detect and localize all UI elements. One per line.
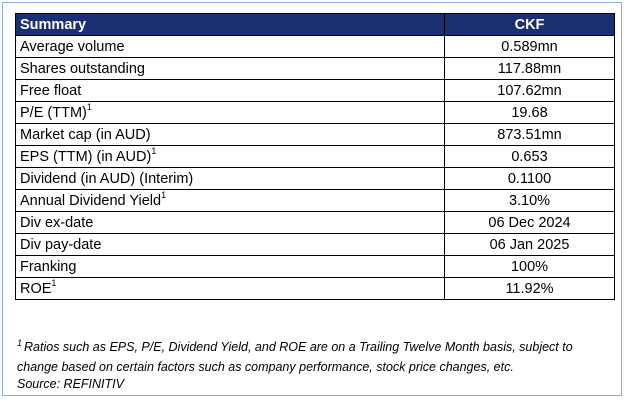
row-label-text: Market cap (in AUD): [20, 126, 151, 143]
row-footnote-mark: 1: [86, 101, 92, 112]
row-value: 0.1100: [444, 167, 615, 190]
row-label: Franking: [15, 255, 445, 278]
summary-panel: Summary CKF Average volume 0.589mn Share…: [2, 2, 622, 396]
row-label: Div ex-date: [15, 211, 445, 234]
table-row: Div pay-date 06 Jan 2025: [15, 233, 615, 256]
table-row: EPS (TTM) (in AUD)1 0.653: [15, 145, 615, 168]
row-value: 06 Dec 2024: [444, 211, 615, 234]
row-label: Average volume: [15, 35, 445, 58]
row-label-text: Annual Dividend Yield: [20, 192, 162, 209]
row-value: 0.653: [444, 145, 615, 168]
row-label: P/E (TTM)1: [15, 101, 445, 124]
footnote: 1 Ratios such as EPS, P/E, Dividend Yield…: [17, 333, 617, 377]
row-value: 873.51mn: [444, 123, 615, 146]
row-label-text: Dividend (in AUD) (Interim): [20, 170, 194, 187]
summary-table: Summary CKF Average volume 0.589mn Share…: [15, 13, 615, 300]
row-value: 117.88mn: [444, 57, 615, 80]
row-value: 06 Jan 2025: [444, 233, 615, 256]
row-label: Market cap (in AUD): [15, 123, 445, 146]
row-footnote-mark: 1: [51, 277, 57, 288]
row-value: 0.589mn: [444, 35, 615, 58]
row-label-text: Shares outstanding: [20, 60, 145, 77]
row-label: EPS (TTM) (in AUD)1: [15, 145, 445, 168]
row-footnote-mark: 1: [151, 145, 157, 156]
table-row: Franking 100%: [15, 255, 615, 278]
table-row: Annual Dividend Yield1 3.10%: [15, 189, 615, 212]
row-label-text: EPS (TTM) (in AUD): [20, 148, 152, 165]
row-label-text: Free float: [20, 82, 82, 99]
row-label: Shares outstanding: [15, 57, 445, 80]
table-header-row: Summary CKF: [15, 13, 615, 36]
row-label-text: ROE: [20, 280, 52, 297]
table-row: P/E (TTM)1 19.68: [15, 101, 615, 124]
row-label: Free float: [15, 79, 445, 102]
row-label-text: P/E (TTM): [20, 104, 87, 121]
footnote-text: Ratios such as EPS, P/E, Dividend Yield,…: [17, 340, 573, 375]
header-ticker: CKF: [444, 13, 615, 36]
table-row: Free float 107.62mn: [15, 79, 615, 102]
table-row: Shares outstanding 117.88mn: [15, 57, 615, 80]
row-label-text: Average volume: [20, 38, 125, 55]
row-label: Dividend (in AUD) (Interim): [15, 167, 445, 190]
table-row: Div ex-date 06 Dec 2024: [15, 211, 615, 234]
source-note: Source: REFINITIV: [17, 377, 124, 391]
row-value: 107.62mn: [444, 79, 615, 102]
row-value: 11.92%: [444, 277, 615, 300]
table-row: ROE1 11.92%: [15, 277, 615, 300]
table-row: Average volume 0.589mn: [15, 35, 615, 58]
row-label-text: Div pay-date: [20, 236, 102, 253]
footnote-mark: 1: [17, 338, 23, 348]
row-value: 100%: [444, 255, 615, 278]
row-label: Div pay-date: [15, 233, 445, 256]
row-label-text: Franking: [20, 258, 77, 275]
table-row: Dividend (in AUD) (Interim) 0.1100: [15, 167, 615, 190]
row-label: ROE1: [15, 277, 445, 300]
row-label-text: Div ex-date: [20, 214, 94, 231]
row-value: 19.68: [444, 101, 615, 124]
row-label: Annual Dividend Yield1: [15, 189, 445, 212]
table-row: Market cap (in AUD) 873.51mn: [15, 123, 615, 146]
header-summary: Summary: [15, 13, 445, 36]
row-footnote-mark: 1: [161, 189, 167, 200]
row-value: 3.10%: [444, 189, 615, 212]
